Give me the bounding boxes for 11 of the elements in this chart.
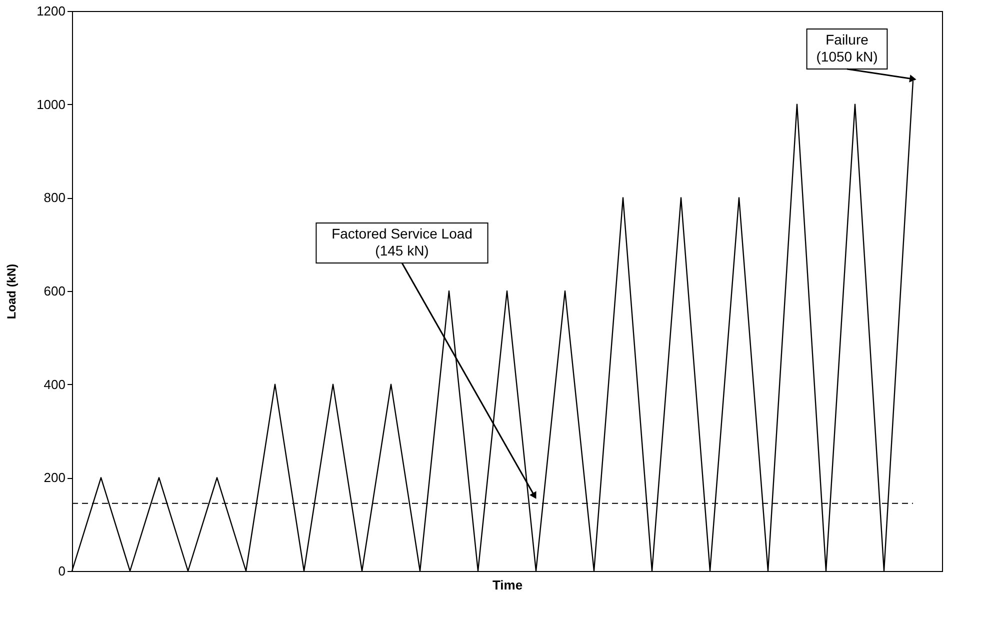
x-axis-title: Time [492,578,523,592]
y-tick-label: 400 [44,376,66,392]
annotation: Failure (1050 kN) [816,32,878,64]
y-tick-label: 800 [44,190,66,206]
y-tick-label: 1000 [36,96,66,112]
annotation: Factored Service Load (145 kN) [332,226,472,258]
y-axis-title: Load (kN) [4,264,19,320]
y-tick-label: 600 [44,284,66,298]
y-tick-label: 0 [58,564,66,578]
y-tick-label: 200 [44,470,66,486]
y-tick-label: 1200 [36,4,66,18]
